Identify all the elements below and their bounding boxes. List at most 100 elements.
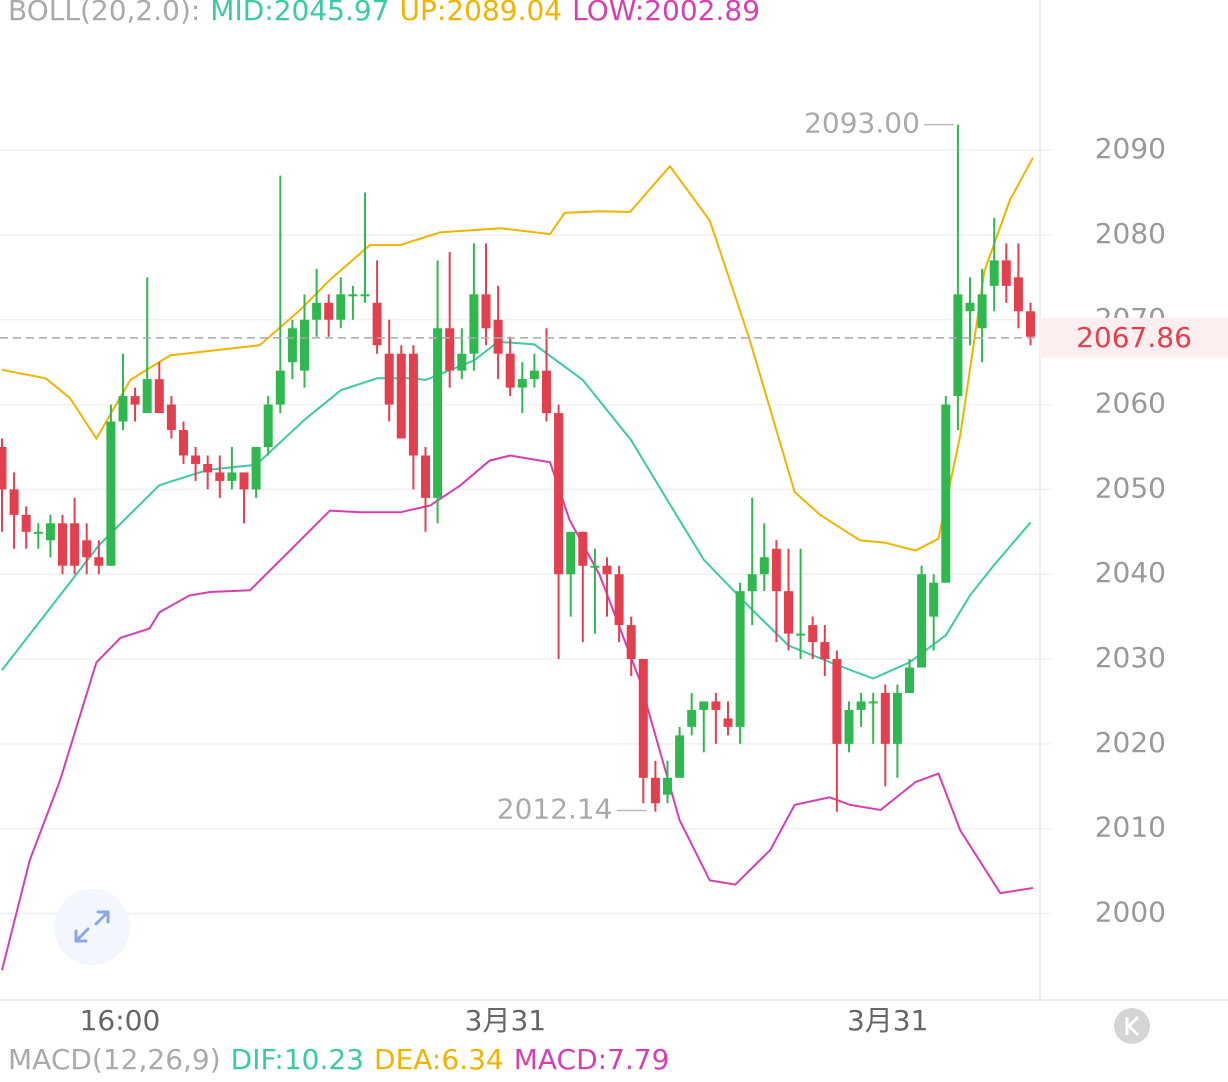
candle-body (541, 370, 551, 414)
candle-body (94, 557, 104, 566)
candle-body (215, 472, 225, 481)
candle-body (735, 591, 745, 727)
band-line (1, 340, 1032, 680)
candle-body (336, 294, 346, 320)
candle-body (203, 463, 213, 473)
indicator-value: UP:2089.04 (400, 0, 563, 27)
candle-body (699, 701, 709, 710)
candle-body (481, 294, 491, 329)
candle-body (868, 701, 878, 704)
band-line (1, 157, 1034, 552)
expand-button[interactable] (54, 889, 130, 965)
candle-body (21, 514, 31, 532)
candle-body (420, 455, 430, 498)
y-tick-label: 2060 (1095, 387, 1166, 420)
indicator-value: MID:2045.97 (210, 0, 389, 27)
candle-body (1026, 311, 1036, 337)
annotation-label: 2093.00 (804, 107, 920, 140)
y-tick-label: 2000 (1095, 895, 1166, 928)
candle-body (723, 718, 733, 727)
candle-body (82, 540, 92, 558)
x-tick-label: 3月31 (847, 1004, 928, 1037)
candle-body (784, 591, 794, 634)
y-tick-label: 2020 (1095, 726, 1166, 759)
indicator-value: DEA:6.34 (374, 1043, 504, 1076)
candle-body (820, 642, 830, 660)
candle-body (299, 319, 309, 371)
indicator-footer: MACD(12,26,9) DIF:10.23 DEA:6.34 MACD:7.79 (8, 1043, 669, 1076)
candle-body (130, 396, 140, 405)
candle-body (348, 294, 358, 297)
candle-body (832, 659, 842, 744)
x-tick-label: 16:00 (80, 1004, 161, 1037)
k-button[interactable] (1114, 1008, 1150, 1044)
candle-body (239, 472, 249, 490)
candle-body (191, 455, 201, 464)
candle-body (263, 404, 273, 447)
candle-body (650, 777, 660, 804)
candle-body (929, 582, 939, 617)
candle-body (457, 353, 467, 371)
candle-body (747, 574, 757, 592)
candle-body (227, 472, 237, 481)
candle-body (856, 701, 866, 710)
candle-body (602, 565, 612, 575)
candle-body (33, 531, 43, 534)
candle-body (287, 328, 297, 363)
x-tick-label: 3月31 (465, 1004, 546, 1037)
candle-body (759, 557, 769, 575)
candle-body (275, 370, 285, 405)
candle-body (941, 404, 951, 583)
last-price-bg (1040, 317, 1228, 358)
candle-body (118, 396, 128, 422)
y-tick-label: 2010 (1095, 811, 1166, 844)
candle-body (445, 328, 455, 371)
candle-body (614, 574, 624, 626)
candle-body (578, 531, 588, 566)
candle-body (626, 625, 636, 660)
candle-body (662, 777, 672, 795)
candle-body (953, 294, 963, 397)
candle-body (905, 667, 915, 693)
candle-body (517, 379, 527, 388)
candle-body (312, 302, 322, 320)
y-tick-label: 2080 (1095, 217, 1166, 250)
candle-body (384, 353, 394, 405)
candle-body (154, 379, 164, 414)
indicator-value: LOW:2002.89 (572, 0, 760, 27)
y-tick-label: 2090 (1095, 132, 1166, 165)
y-tick-label: 2050 (1095, 471, 1166, 504)
indicator-value: BOLL(20,2.0): (8, 0, 200, 27)
y-tick-label: 2030 (1095, 641, 1166, 674)
indicator-header: BOLL(20,2.0): MID:2045.97 UP:2089.04 LOW:20… (8, 0, 760, 27)
candle-body (977, 294, 987, 329)
candle-body (433, 328, 443, 498)
candle-body (360, 294, 370, 297)
candle-body (396, 353, 406, 439)
candle-body (892, 692, 902, 744)
candle-body (566, 531, 576, 575)
candle-body (808, 625, 818, 643)
candle-body (505, 353, 515, 388)
annotation-label: 2012.14 (497, 793, 613, 826)
candle-body (106, 421, 116, 566)
candle-body (989, 260, 999, 286)
y-tick-label: 2040 (1095, 556, 1166, 589)
indicator-value: MACD(12,26,9) (8, 1043, 221, 1076)
candle-body (917, 574, 927, 668)
candle-body (372, 302, 382, 346)
candle-body (45, 523, 55, 541)
candle-body (57, 523, 67, 566)
candle-body (142, 379, 152, 414)
candle-body (0, 446, 7, 490)
candle-body (675, 735, 685, 778)
candle-body (324, 302, 334, 320)
candle-body (493, 319, 503, 354)
candle-body (638, 659, 648, 778)
candle-body (529, 370, 539, 380)
candle-body (844, 709, 854, 744)
indicator-value: DIF:10.23 (231, 1043, 364, 1076)
last-price-label: 2067.86 (1076, 321, 1192, 354)
candle-body (1013, 277, 1023, 312)
